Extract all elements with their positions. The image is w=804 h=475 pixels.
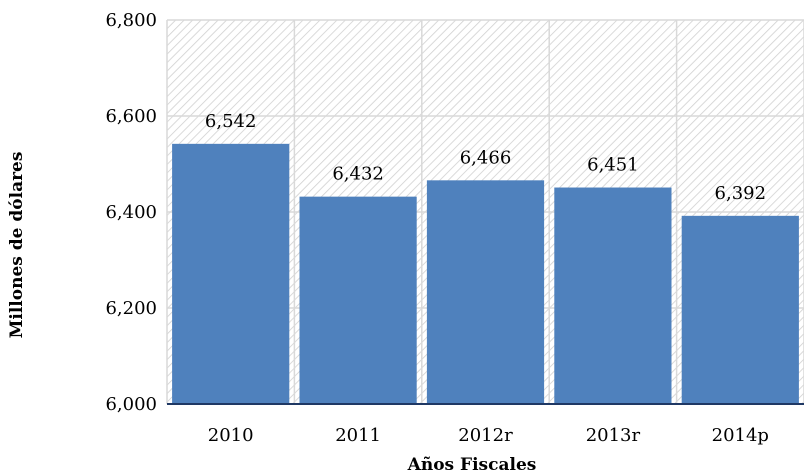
- y-tick-label: 6,200: [105, 298, 157, 319]
- data-label: 6,392: [715, 183, 767, 204]
- y-tick-label: 6,800: [105, 10, 157, 31]
- y-tick-label: 6,000: [105, 394, 157, 415]
- data-label: 6,451: [587, 155, 639, 176]
- x-tick-label: 2012r: [458, 425, 513, 446]
- x-axis-title: Años Fiscales: [407, 455, 537, 475]
- data-label: 6,542: [205, 111, 257, 132]
- x-axis: 2010 2011 2012r 2013r 2014p: [208, 425, 769, 446]
- bar-2012r: [426, 180, 545, 404]
- data-labels: 6,542 6,432 6,466 6,451 6,392: [205, 111, 766, 204]
- bar-2011: [299, 196, 417, 404]
- y-tick-label: 6,400: [105, 202, 157, 223]
- data-label: 6,466: [460, 147, 512, 168]
- bar-2014p: [681, 215, 799, 404]
- y-axis: 6,000 6,200 6,400 6,600 6,800: [105, 10, 157, 415]
- x-tick-label: 2014p: [712, 425, 769, 446]
- x-tick-label: 2011: [335, 425, 381, 446]
- y-axis-title: Millones de dólares: [7, 152, 27, 339]
- bar-2013r: [554, 187, 672, 404]
- x-tick-label: 2013r: [586, 425, 641, 446]
- y-tick-label: 6,600: [105, 106, 157, 127]
- data-label: 6,432: [332, 164, 384, 185]
- x-tick-label: 2010: [208, 425, 254, 446]
- bars: [172, 143, 799, 404]
- bar-2010: [172, 143, 290, 404]
